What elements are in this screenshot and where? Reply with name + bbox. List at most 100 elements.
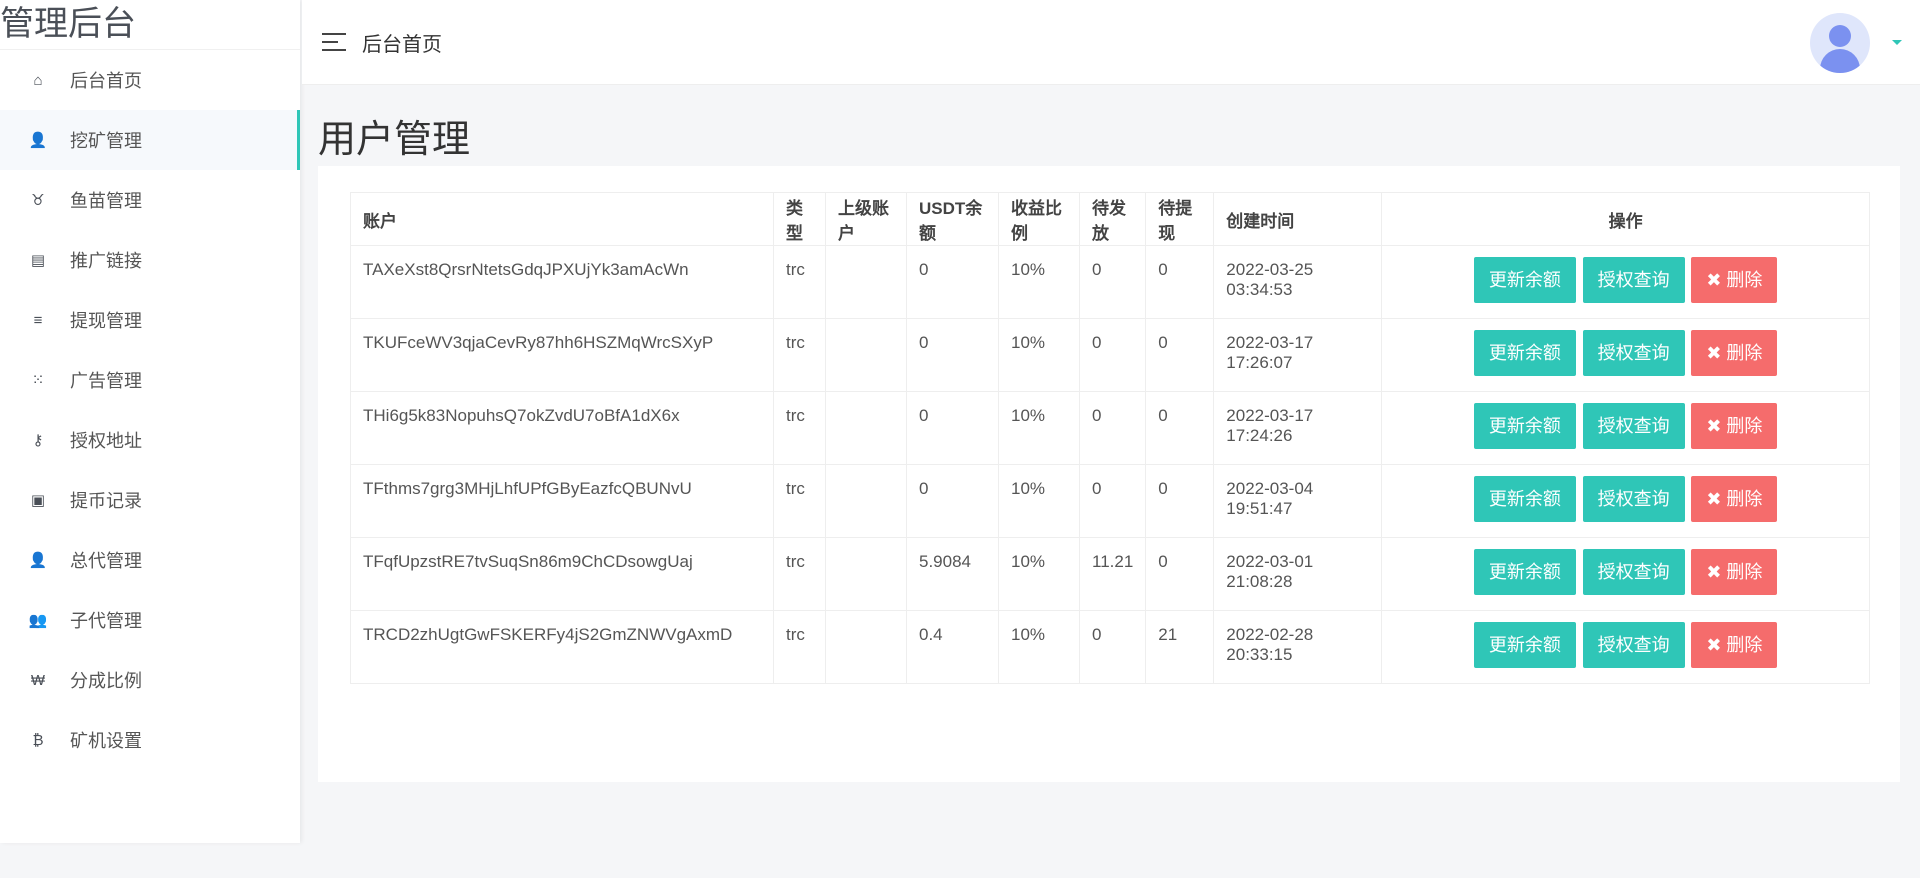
actions-cell: 更新余额 授权查询 ✖ 删除 — [1381, 245, 1870, 319]
table-cell: TFqfUpzstRE7tvSuqSn86m9ChCDsowgUaj — [350, 537, 774, 611]
won-icon: ₩ — [30, 671, 46, 689]
sidebar-item-label: 矿机设置 — [70, 731, 142, 751]
table-cell: 0 — [1078, 245, 1147, 319]
users-icon: 👥 — [28, 612, 48, 629]
auth-query-button[interactable]: 授权查询 — [1582, 622, 1685, 668]
column-header: 上级账户 — [825, 192, 907, 246]
table-cell: 0 — [1145, 464, 1215, 538]
table-cell: 0 — [906, 245, 999, 319]
sidebar-item-label: 提现管理 — [70, 311, 142, 331]
users-card: 账户 类型 上级账户 USDT余额 收益比例 待发放 待提现 创建时间 操作 TAXeXst8Q… — [318, 166, 1900, 782]
column-header: 待提现 — [1145, 192, 1215, 246]
table-cell: 10% — [998, 464, 1080, 538]
column-header: 操作 — [1381, 192, 1870, 246]
home-icon: ⌂ — [33, 71, 43, 89]
sidebar-item-3[interactable]: ▤ 推广链接 — [0, 230, 300, 290]
user-icon: 👤 — [28, 132, 48, 149]
menu-toggle-icon[interactable] — [322, 33, 346, 51]
sidebar-item-5[interactable]: ⁙ 广告管理 — [0, 350, 300, 410]
auth-query-button[interactable]: 授权查询 — [1582, 549, 1685, 595]
table-cell: TRCD2zhUgtGwFSKERFy4jS2GmZNWVgAxmD — [350, 610, 774, 684]
table-cell: TAXeXst8QrsrNtetsGdqJPXUjYk3amAcWn — [350, 245, 774, 319]
table-cell: 2022-03-01 21:08:28 — [1213, 537, 1383, 611]
delete-button[interactable]: ✖ 删除 — [1691, 257, 1778, 303]
actions-cell: 更新余额 授权查询 ✖ 删除 — [1381, 391, 1870, 465]
sidebar-item-7[interactable]: ▣ 提币记录 — [0, 470, 300, 530]
dots-icon: ⁙ — [31, 372, 45, 389]
record-icon: ▣ — [30, 492, 46, 509]
sidebar-item-label: 推广链接 — [70, 251, 142, 271]
sidebar-item-0[interactable]: ⌂ 后台首页 — [0, 50, 300, 110]
table-cell: 0.4 — [906, 610, 999, 684]
sidebar-item-label: 授权地址 — [70, 431, 142, 451]
column-header: 创建时间 — [1213, 192, 1383, 246]
top-header: 后台首页 — [302, 0, 1920, 85]
table-cell: trc — [773, 464, 826, 538]
table-cell: 5.9084 — [906, 537, 999, 611]
update-balance-button[interactable]: 更新余额 — [1473, 330, 1576, 376]
table-cell: trc — [773, 391, 826, 465]
auth-query-button[interactable]: 授权查询 — [1582, 476, 1685, 522]
table-row: TRCD2zhUgtGwFSKERFy4jS2GmZNWVgAxmD trc 0.4… — [350, 610, 1870, 684]
table-cell — [825, 245, 907, 319]
table-cell: 10% — [998, 610, 1080, 684]
delete-button[interactable]: ✖ 删除 — [1691, 330, 1778, 376]
table-cell: THi6g5k83NopuhsQ7okZvdU7oBfA1dX6x — [350, 391, 774, 465]
sidebar-item-label: 后台首页 — [70, 71, 142, 91]
update-balance-button[interactable]: 更新余额 — [1473, 549, 1576, 595]
sidebar-item-11[interactable]: ₿ 矿机设置 — [0, 710, 300, 770]
delete-button[interactable]: ✖ 删除 — [1691, 549, 1778, 595]
table-cell: 10% — [998, 537, 1080, 611]
table-cell: 21 — [1145, 610, 1215, 684]
file-icon: ▤ — [30, 252, 46, 269]
table-cell: 2022-03-04 19:51:47 — [1213, 464, 1383, 538]
update-balance-button[interactable]: 更新余额 — [1473, 257, 1576, 303]
sidebar-item-1[interactable]: 👤 挖矿管理 — [0, 110, 300, 170]
sidebar: 管理后台 ⌂ 后台首页 👤 挖矿管理 ♉ 鱼苗管理 ▤ 推广链接 ≡ 提现管理 ⁙ 广告管理 ⚷ 授权地址… — [0, 0, 300, 843]
actions-cell: 更新余额 授权查询 ✖ 删除 — [1381, 464, 1870, 538]
bitcoin-icon: ₿ — [32, 731, 44, 749]
avatar[interactable] — [1810, 13, 1870, 73]
column-header: USDT余额 — [906, 192, 999, 246]
table-cell: 0 — [1145, 318, 1215, 392]
table-cell — [825, 537, 907, 611]
sidebar-item-4[interactable]: ≡ 提现管理 — [0, 290, 300, 350]
sidebar-item-6[interactable]: ⚷ 授权地址 — [0, 410, 300, 470]
table-cell: 0 — [1145, 245, 1215, 319]
auth-query-button[interactable]: 授权查询 — [1582, 257, 1685, 303]
table-cell: 2022-02-28 20:33:15 — [1213, 610, 1383, 684]
auth-query-button[interactable]: 授权查询 — [1582, 403, 1685, 449]
sidebar-item-9[interactable]: 👥 子代管理 — [0, 590, 300, 650]
delete-button[interactable]: ✖ 删除 — [1691, 476, 1778, 522]
auth-query-button[interactable]: 授权查询 — [1582, 330, 1685, 376]
column-header: 待发放 — [1078, 192, 1147, 246]
table-cell: TKUFceWV3qjaCevRy87hh6HSZMqWrcSXyP — [350, 318, 774, 392]
delete-button[interactable]: ✖ 删除 — [1691, 622, 1778, 668]
sidebar-item-label: 提币记录 — [70, 491, 142, 511]
update-balance-button[interactable]: 更新余额 — [1473, 622, 1576, 668]
table-cell: 2022-03-25 03:34:53 — [1213, 245, 1383, 319]
sidebar-item-label: 广告管理 — [70, 371, 142, 391]
update-balance-button[interactable]: 更新余额 — [1473, 476, 1576, 522]
update-balance-button[interactable]: 更新余额 — [1473, 403, 1576, 449]
caret-down-icon[interactable] — [1892, 40, 1902, 50]
table-cell: 11.21 — [1078, 537, 1147, 611]
sidebar-item-2[interactable]: ♉ 鱼苗管理 — [0, 170, 300, 230]
actions-cell: 更新余额 授权查询 ✖ 删除 — [1381, 537, 1870, 611]
table-cell: trc — [773, 537, 826, 611]
breadcrumb[interactable]: 后台首页 — [362, 33, 442, 56]
table-row: TFthms7grg3MHjLhfUPfGByEazfcQBUNvU trc 0 10… — [350, 464, 1870, 538]
delete-button[interactable]: ✖ 删除 — [1691, 403, 1778, 449]
sidebar-item-label: 分成比例 — [70, 671, 142, 691]
table-cell: 0 — [1078, 391, 1147, 465]
sidebar-item-10[interactable]: ₩ 分成比例 — [0, 650, 300, 710]
actions-cell: 更新余额 授权查询 ✖ 删除 — [1381, 610, 1870, 684]
table-cell: 10% — [998, 391, 1080, 465]
table-cell: 10% — [998, 318, 1080, 392]
page-title: 用户管理 — [318, 119, 471, 161]
table-cell: 0 — [1078, 464, 1147, 538]
sidebar-item-8[interactable]: 👤 总代管理 — [0, 530, 300, 590]
table-cell: trc — [773, 610, 826, 684]
column-header: 类型 — [773, 192, 826, 246]
sidebar-item-label: 总代管理 — [70, 551, 142, 571]
